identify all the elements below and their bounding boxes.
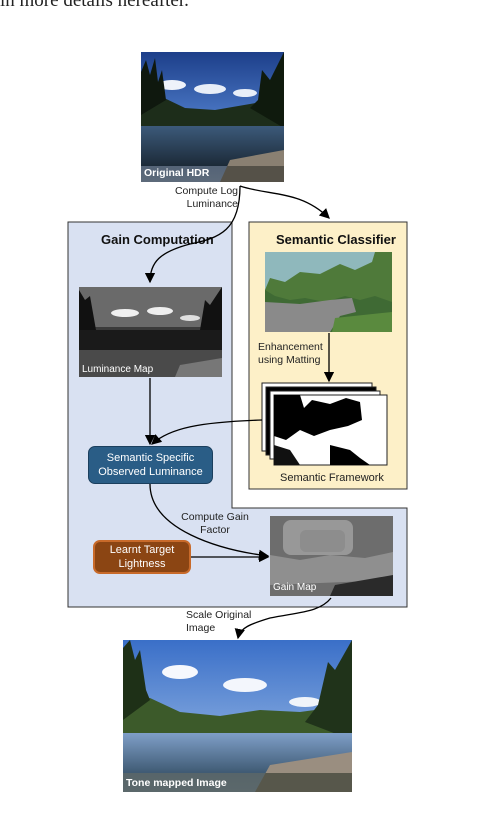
tone-mapped-caption: Tone mapped Image — [126, 777, 227, 789]
compute-log-line1: Compute Log — [174, 185, 238, 197]
scale-original-line1: Scale Original — [186, 609, 252, 621]
arrow-to-gain-map — [149, 483, 270, 561]
semantic-segmentation-image — [265, 252, 392, 332]
learnt-target-lightness-box: Learnt Target Lightness — [93, 540, 191, 574]
luminance-map-caption: Luminance Map — [82, 364, 154, 375]
compute-gain-label: Compute Gain Factor — [170, 511, 260, 537]
compute-log-label: Compute Log Luminance — [158, 185, 238, 211]
arrow-to-luminance-map — [144, 185, 241, 284]
semantic-framework-caption: Semantic Framework — [280, 472, 384, 484]
enhancement-line1: Enhancement — [258, 341, 323, 353]
arrow-to-tone-mapped — [234, 597, 332, 640]
original-hdr-caption: Original HDR — [144, 167, 210, 179]
enhancement-label: Enhancement using Matting — [258, 341, 328, 367]
gain-map-image — [270, 516, 393, 596]
arrow-connectors — [144, 185, 335, 640]
learnt-target-line1: Learnt Target — [109, 544, 175, 556]
compute-gain-line2: Factor — [200, 524, 230, 536]
semantic-luminance-line1: Semantic Specific — [106, 452, 195, 464]
arrow-to-semantic-classifier — [239, 185, 330, 219]
compute-gain-line1: Compute Gain — [181, 511, 249, 523]
semantic-framework-masks — [261, 382, 388, 466]
scale-original-label: Scale Original Image — [186, 609, 266, 635]
luminance-map-image — [79, 287, 222, 377]
semantic-classifier-title: Semantic Classifier — [276, 232, 396, 247]
gain-map-caption: Gain Map — [273, 582, 317, 593]
semantic-specific-luminance-box: Semantic Specific Observed Luminance — [88, 446, 213, 484]
tone-mapped-image — [123, 640, 352, 792]
learnt-target-line2: Lightness — [118, 558, 166, 570]
arrow-masks-to-semantic — [151, 419, 263, 445]
gain-computation-title: Gain Computation — [101, 232, 214, 247]
semantic-luminance-line2: Observed Luminance — [98, 466, 203, 478]
header-text: in more details hereafter. — [0, 0, 189, 11]
scale-original-line2: Image — [186, 622, 216, 634]
original-hdr-image — [141, 52, 284, 182]
compute-log-line2: Luminance — [186, 198, 238, 210]
enhancement-line2: using Matting — [258, 354, 321, 366]
